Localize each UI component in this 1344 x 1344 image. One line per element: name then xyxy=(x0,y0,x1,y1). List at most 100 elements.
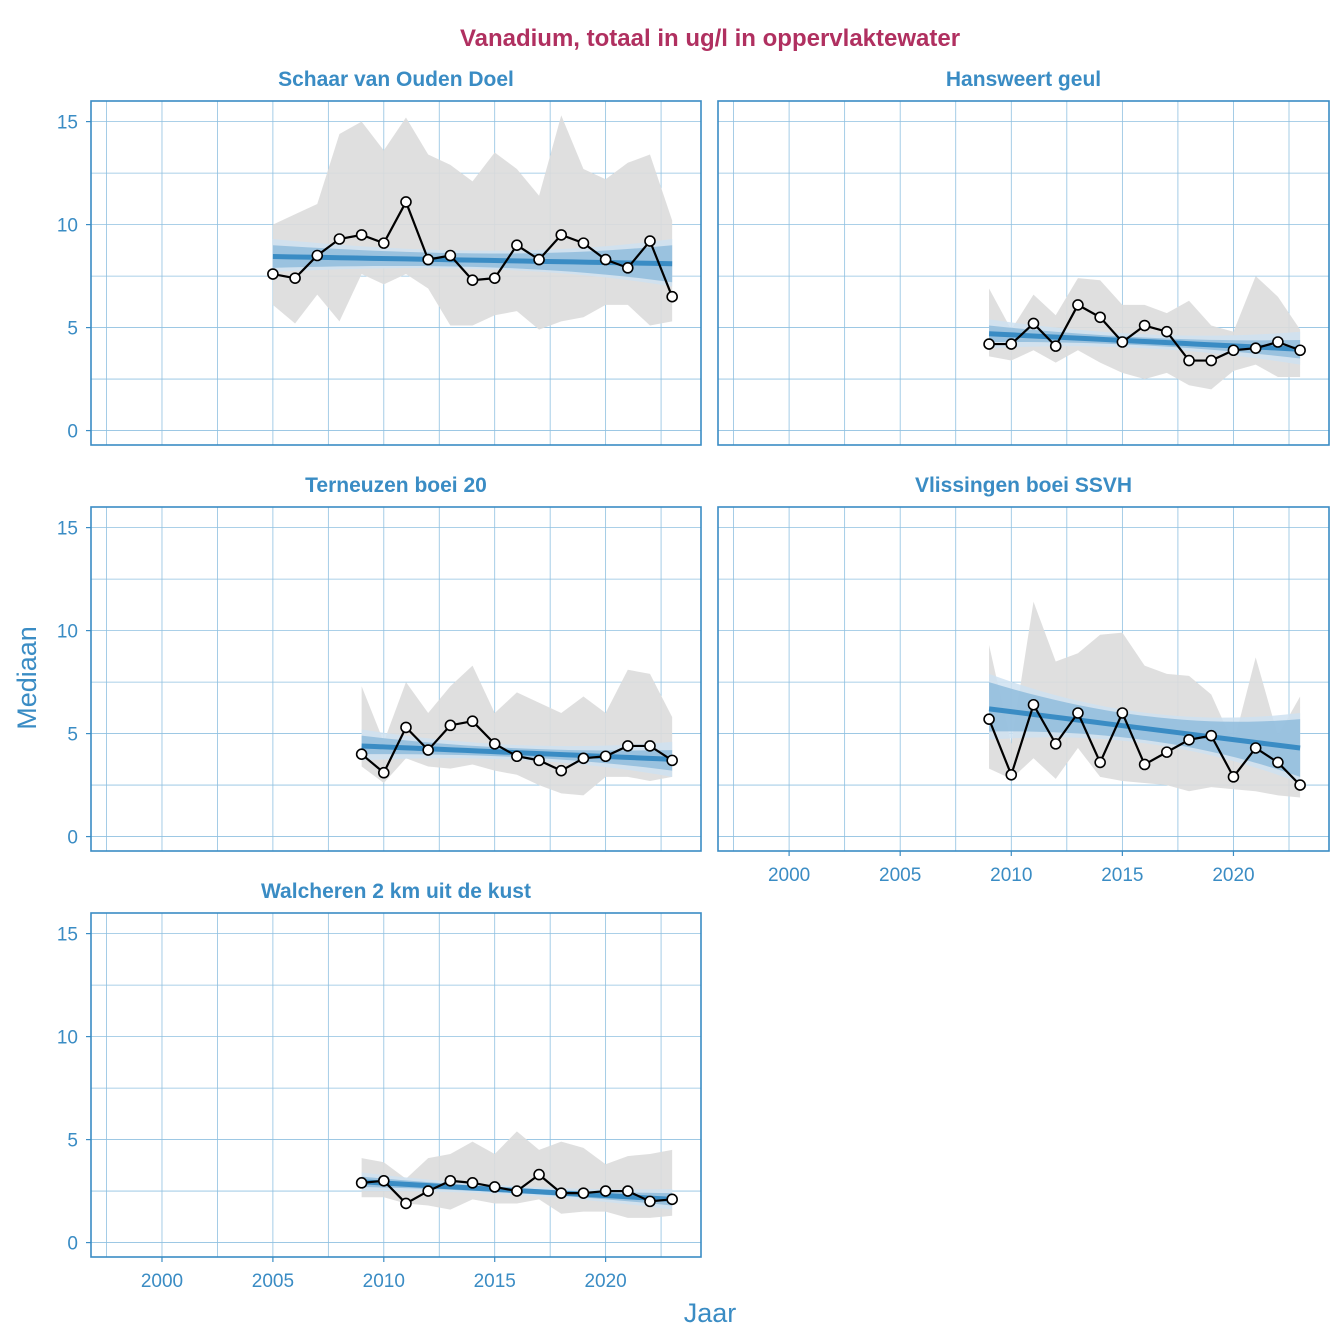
data-point xyxy=(1116,336,1129,348)
data-point xyxy=(1005,338,1018,350)
data-point xyxy=(422,1185,434,1197)
data-point xyxy=(1161,325,1173,338)
x-tick-label: 2005 xyxy=(879,865,921,886)
data-point xyxy=(644,740,656,752)
data-point xyxy=(1183,354,1195,367)
data-point xyxy=(333,233,346,245)
panel-title: Terneuzen boei 20 xyxy=(305,474,487,497)
x-axis-label: Jaar xyxy=(684,1298,737,1328)
plot-area xyxy=(91,507,701,851)
data-point xyxy=(599,253,612,266)
data-point xyxy=(511,1185,523,1197)
data-point xyxy=(644,1195,656,1208)
data-point xyxy=(983,338,995,350)
data-point xyxy=(577,1187,590,1199)
data-point xyxy=(422,744,434,756)
data-point xyxy=(267,268,279,280)
x-tick-label: 2005 xyxy=(252,1271,294,1292)
data-point xyxy=(1094,756,1106,769)
data-point xyxy=(599,750,612,763)
grid xyxy=(718,101,1329,445)
data-point xyxy=(311,249,324,262)
data-point xyxy=(555,764,568,777)
chart-title: Vanadium, totaal in ug/l in oppervlaktew… xyxy=(460,25,960,52)
data-point xyxy=(1272,756,1284,769)
x-tick-label: 2010 xyxy=(990,865,1032,886)
data-point xyxy=(1049,340,1062,352)
y-tick-label: 5 xyxy=(67,725,78,746)
range-band xyxy=(272,115,673,330)
data-point xyxy=(1116,707,1129,719)
data-point xyxy=(488,272,501,284)
data-point xyxy=(555,229,568,241)
data-point xyxy=(377,766,390,779)
data-point xyxy=(666,754,678,767)
panel-frame xyxy=(717,100,1330,446)
grid xyxy=(91,507,701,851)
y-tick-label: 15 xyxy=(57,925,78,946)
data-point xyxy=(1049,738,1062,750)
panel-frame xyxy=(717,506,1330,852)
data-point xyxy=(577,752,590,765)
y-tick-label: 0 xyxy=(67,1234,78,1255)
data-point xyxy=(1138,758,1151,771)
panel-2: Hansweert geul xyxy=(717,68,1330,446)
y-tick-label: 0 xyxy=(67,422,78,443)
data-point xyxy=(400,1197,412,1210)
data-point xyxy=(1294,779,1306,791)
data-point xyxy=(1027,698,1040,711)
data-point xyxy=(577,237,590,249)
data-point xyxy=(1094,311,1106,324)
plot-area xyxy=(91,101,701,445)
data-point xyxy=(400,196,412,208)
data-point xyxy=(533,253,545,266)
panel-title: Schaar van Ouden Doel xyxy=(278,68,514,91)
y-tick-label: 15 xyxy=(57,519,78,540)
data-point xyxy=(533,1168,545,1181)
data-point xyxy=(621,740,634,752)
data-point xyxy=(488,1181,501,1193)
data-point xyxy=(1161,746,1173,758)
data-point xyxy=(377,237,390,249)
data-point xyxy=(289,272,301,284)
data-point xyxy=(511,239,523,251)
x-tick-label: 2000 xyxy=(768,865,810,886)
y-tick-label: 5 xyxy=(67,1131,78,1152)
data-point xyxy=(466,715,479,728)
panel-frame xyxy=(90,100,702,446)
y-tick-label: 0 xyxy=(67,828,78,849)
x-tick-label: 2015 xyxy=(474,1271,516,1292)
trend-band-inner xyxy=(272,245,673,283)
panel-frame xyxy=(90,912,702,1258)
data-point xyxy=(1138,319,1151,332)
y-tick-label: 5 xyxy=(67,319,78,340)
y-tick-label: 10 xyxy=(57,1028,78,1049)
range-band xyxy=(989,276,1301,390)
plot-area xyxy=(718,101,1329,445)
data-point xyxy=(666,290,678,303)
data-point xyxy=(666,1193,678,1206)
data-point xyxy=(444,719,457,732)
data-point xyxy=(466,1177,479,1189)
panel-4: Vlissingen boei SSVH 2000 2005 2010 2015 2020 xyxy=(717,474,1330,886)
data-point xyxy=(444,249,457,262)
panel-1: Schaar van Ouden Doel 0 5 10 15 xyxy=(57,68,702,446)
data-point xyxy=(355,229,368,241)
data-point xyxy=(1072,707,1084,719)
x-tick-label: 2000 xyxy=(141,1271,183,1292)
data-point xyxy=(1227,344,1240,357)
panel-3: Terneuzen boei 20 0 5 10 15 xyxy=(57,474,702,852)
plot-area xyxy=(91,913,701,1257)
x-tick-label: 2015 xyxy=(1101,865,1143,886)
data-point xyxy=(511,750,523,763)
data-point xyxy=(355,1177,368,1189)
data-point xyxy=(1249,342,1262,354)
x-tick-label: 2020 xyxy=(1212,865,1254,886)
y-tick-label: 15 xyxy=(57,113,78,134)
y-tick-label: 10 xyxy=(57,622,78,643)
panels: Schaar van Ouden Doel 0 5 10 15 Hansweert geu… xyxy=(57,68,1330,1292)
data-point xyxy=(621,1185,634,1197)
data-point xyxy=(1027,317,1040,330)
data-point xyxy=(621,262,634,274)
